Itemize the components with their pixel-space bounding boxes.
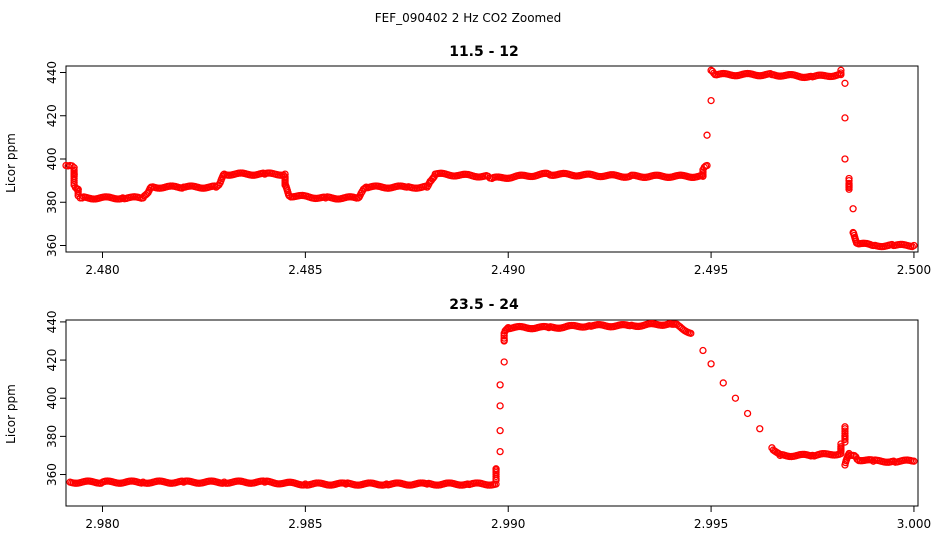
panel-top-sample-marker — [429, 174, 437, 182]
panel-top-y-tick-label: 380 — [45, 191, 59, 214]
panel-bottom-ylabel: Licor ppm — [4, 384, 18, 444]
panel-top-sample-marker — [845, 183, 853, 192]
panel-top-y-axis: 360 380 400 420 440 — [45, 61, 66, 257]
panel-top-sample-marker — [178, 184, 186, 192]
panel-top-sample-marker — [70, 179, 78, 187]
panel-bottom-data-point — [500, 358, 508, 366]
panel-top-data-point — [849, 205, 857, 213]
panel-bottom-y-tick-label: 400 — [45, 387, 59, 410]
panel-top-sample-marker — [702, 162, 710, 170]
panel-top-sample-marker — [699, 168, 707, 176]
panel-bottom-x-tick-label: 2.990 — [491, 517, 525, 531]
panel-top-x-tick-label: 2.480 — [85, 263, 119, 277]
panel-bottom-sample-marker — [462, 480, 470, 489]
panel-top-x-tick-label: 2.490 — [491, 263, 525, 277]
panel-bottom-sample-marker — [850, 452, 859, 460]
panel-top-x-tick-label: 2.500 — [897, 263, 931, 277]
panel-top-data-point — [707, 96, 715, 105]
panel-top-data-point — [837, 66, 845, 74]
panel-top-y-tick-label: 360 — [45, 234, 59, 257]
panel-bottom-sample-marker — [868, 456, 876, 464]
panel-top-sample-marker — [908, 242, 916, 251]
panel-bottom-y-tick-label: 420 — [45, 349, 59, 372]
panel-bottom: 23.5 - 24 Licor ppm 2.980 2.985 2.990 2.995… — [4, 297, 931, 531]
panel-bottom-sample-marker — [807, 452, 815, 460]
panel-bottom-y-tick-label: 440 — [45, 310, 59, 333]
panel-bottom-data-point — [707, 360, 715, 368]
panel-bottom-y-tick-label: 360 — [45, 463, 59, 486]
panel-bottom-plot-frame — [65, 319, 919, 507]
panel-bottom-sample-marker — [492, 465, 500, 474]
panel-top: 11.5 - 12 Licor ppm 2.480 2.485 2.490 2.495… — [4, 44, 931, 277]
panel-bottom-sample-marker — [500, 332, 508, 340]
panel-bottom-data-point — [496, 426, 504, 435]
panel-top-plot-frame — [65, 65, 919, 253]
panel-top-x-axis: 2.480 2.485 2.490 2.495 2.500 — [85, 252, 931, 277]
panel-top-data-point — [841, 114, 849, 122]
panel-top-sample-marker — [700, 163, 708, 171]
panel-bottom-data-point — [496, 447, 504, 456]
panel-bottom-data-point — [496, 381, 504, 389]
panel-bottom-data-point — [743, 409, 752, 418]
panel-bottom-sample-marker — [841, 425, 849, 433]
panel-top-data-point — [841, 79, 849, 87]
panel-top-sample-marker — [70, 176, 78, 185]
panel-bottom-x-axis: 2.980 2.985 2.990 2.995 3.000 — [85, 506, 931, 531]
panel-top-y-tick-label: 440 — [45, 61, 59, 84]
panel-top-sample-marker — [837, 69, 845, 77]
panel-top-x-tick-label: 2.495 — [694, 263, 728, 277]
panel-bottom-sample-marker — [908, 457, 916, 465]
panel-top-ylabel: Licor ppm — [4, 133, 18, 193]
panel-top-y-tick-label: 420 — [45, 104, 59, 127]
panel-bottom-x-tick-label: 2.985 — [288, 517, 322, 531]
panel-top-sample-marker — [117, 195, 125, 203]
panel-bottom-sample-marker — [888, 457, 896, 466]
panel-top-sample-marker — [64, 162, 72, 170]
panel-top-sample-marker — [76, 194, 84, 202]
figure-suptitle: FEF_090402 2 Hz CO2 Zoomed — [375, 11, 561, 25]
panel-bottom-y-axis: 360 380 400 420 440 — [45, 310, 66, 486]
panel-bottom-sample-marker — [847, 451, 855, 460]
panel-bottom-sample-marker — [841, 431, 849, 440]
panel-top-x-tick-label: 2.485 — [288, 263, 322, 277]
panel-bottom-y-tick-label: 380 — [45, 425, 59, 448]
panel-bottom-points — [66, 319, 918, 489]
panel-top-sample-marker — [259, 169, 267, 177]
panel-bottom-x-tick-label: 2.995 — [694, 517, 728, 531]
panel-top-title: 11.5 - 12 — [449, 44, 519, 60]
panel-bottom-sample-marker — [837, 443, 845, 451]
panel-bottom-data-point — [756, 425, 764, 433]
panel-top-sample-marker — [213, 182, 222, 190]
panel-bottom-sample-marker — [841, 435, 849, 444]
panel-top-data-point — [841, 155, 849, 163]
panel-bottom-data-point — [699, 346, 707, 355]
panel-top-sample-marker — [888, 240, 896, 249]
panel-top-y-tick-label: 400 — [45, 148, 59, 171]
panel-bottom-data-point — [496, 402, 504, 410]
panel-top-sample-marker — [807, 72, 815, 80]
panel-top-sample-marker — [401, 183, 409, 191]
panel-top-sample-marker — [835, 70, 843, 79]
panel-top-sample-marker — [210, 182, 219, 190]
panel-bottom-title: 23.5 - 24 — [449, 297, 519, 313]
panel-bottom-sample-marker — [841, 427, 849, 435]
panel-top-sample-marker — [68, 162, 76, 170]
panel-bottom-sample-marker — [685, 329, 693, 337]
panel-bottom-data-point — [731, 394, 740, 402]
panel-top-data-point — [703, 131, 711, 139]
panel-top-points — [62, 66, 918, 251]
panel-bottom-data-point — [719, 379, 727, 387]
panel-bottom-x-tick-label: 2.980 — [85, 517, 119, 531]
panel-bottom-sample-marker — [500, 334, 508, 342]
panel-top-sample-marker — [868, 241, 876, 249]
panel-bottom-x-tick-label: 3.000 — [897, 517, 931, 531]
